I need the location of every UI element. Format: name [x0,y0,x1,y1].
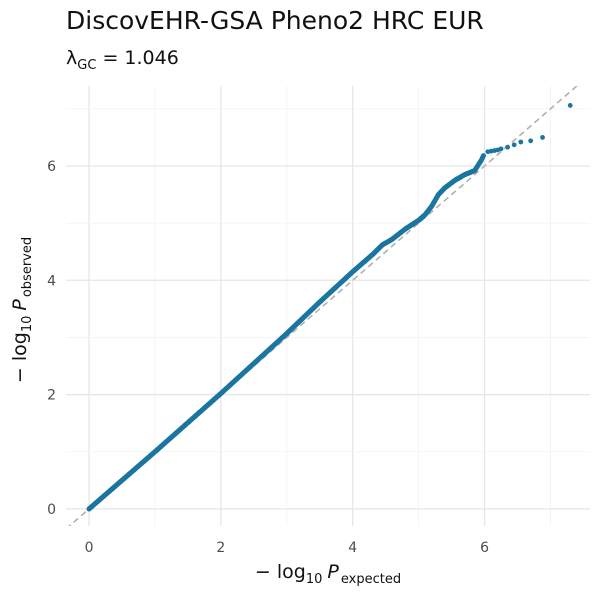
qq-point-tail [518,139,524,145]
qq-point-tail [540,135,545,140]
y-tick-label: 4 [47,273,56,289]
data-points [86,103,573,512]
qq-point-tail [505,144,511,150]
qq-point-tail [511,142,517,148]
lambda-value: = 1.046 [102,47,179,69]
x-tick-label: 0 [85,540,94,556]
x-tick-label: 6 [480,540,489,556]
y-tick-label: 0 [47,502,56,518]
tick-labels: 0 2 4 6 0 2 4 6 [47,159,489,556]
lambda-subscript: GC [77,57,97,73]
y-tick-label: 2 [47,388,56,404]
qq-point-tail [567,103,573,108]
x-tick-label: 4 [348,540,357,556]
qq-point [480,153,487,159]
qq-point-tail [498,146,504,152]
x-tick-label: 2 [216,540,225,556]
y-axis-title: − log10Pobserved [9,237,35,383]
chart-subtitle: λGC = 1.046 [66,47,179,73]
y-tick-label: 6 [47,159,56,175]
chart-title: DiscovEHR-GSA Pheno2 HRC EUR [66,6,484,35]
lambda-symbol: λ [66,47,78,69]
qq-point-tail [528,138,534,144]
